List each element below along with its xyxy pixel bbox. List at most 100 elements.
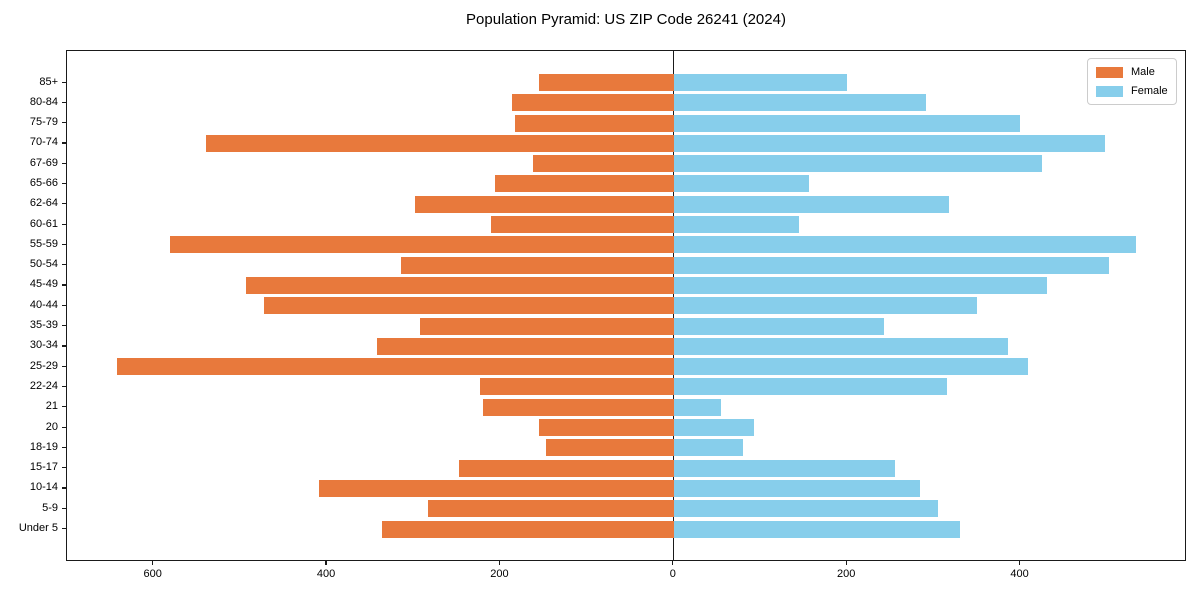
- y-tick-label: 50-54: [29, 258, 58, 271]
- y-tick-mark: [62, 446, 66, 448]
- y-tick-label: 20: [45, 420, 58, 433]
- bar-male-10-14: [319, 479, 674, 497]
- bar-female-60-61: [673, 216, 799, 234]
- bar-male-60-61: [490, 216, 674, 234]
- y-tick-label: 22-24: [29, 379, 58, 392]
- y-tick-mark: [62, 142, 66, 144]
- bar-male-15-17: [458, 459, 674, 477]
- x-tick-label: 600: [143, 568, 162, 580]
- y-tick-mark: [62, 223, 66, 225]
- bar-male-75-79: [515, 114, 674, 132]
- x-tick-label: 200: [490, 568, 509, 580]
- bar-female-62-64: [673, 195, 950, 213]
- y-tick-mark: [62, 385, 66, 388]
- x-tick-mark: [672, 561, 674, 565]
- x-tick-label: 400: [316, 568, 336, 580]
- x-tick-mark: [325, 561, 327, 565]
- bar-male-45-49: [246, 276, 674, 294]
- y-tick-mark: [62, 182, 66, 185]
- y-tick-label: 10-14: [29, 481, 58, 494]
- y-tick-mark: [62, 81, 66, 83]
- y-tick-mark: [62, 365, 66, 367]
- legend: Male Female: [1087, 58, 1177, 105]
- y-tick-label: 62-64: [29, 197, 58, 210]
- bar-male-22-24: [480, 378, 674, 396]
- bar-male-5-9: [428, 500, 674, 518]
- bar-male-40-44: [263, 297, 674, 315]
- y-tick-mark: [62, 345, 66, 347]
- y-tick-mark: [62, 528, 66, 530]
- bar-male-35-39: [419, 317, 674, 335]
- y-tick-mark: [62, 264, 66, 266]
- bar-female-67-69: [673, 155, 1043, 173]
- bar-female-65-66: [673, 175, 810, 193]
- bar-male-85+: [539, 74, 674, 91]
- bar-male-25-29: [117, 358, 674, 376]
- bar-female-75-79: [673, 114, 1020, 132]
- y-tick-mark: [62, 467, 66, 469]
- y-tick-label: 45-49: [29, 278, 58, 291]
- female-color-swatch: [1096, 85, 1123, 97]
- bar-female-50-54: [673, 256, 1109, 274]
- y-tick-mark: [62, 487, 66, 489]
- bar-female-10-14: [673, 479, 920, 497]
- bar-female-70-74: [673, 134, 1106, 152]
- y-tick-label: Under 5: [18, 522, 58, 534]
- bar-male-20: [539, 419, 674, 437]
- y-tick-label: 30-34: [29, 339, 58, 352]
- bar-female-80-84: [673, 94, 927, 112]
- y-tick-label: 80-84: [29, 95, 58, 108]
- y-tick-mark: [62, 325, 66, 327]
- y-tick-mark: [62, 304, 66, 306]
- bar-female-15-17: [673, 459, 895, 477]
- bar-female-21: [673, 398, 722, 416]
- bar-female-Under 5: [673, 520, 960, 538]
- bar-female-40-44: [673, 297, 978, 315]
- x-tick-label: 400: [1010, 568, 1029, 580]
- bar-female-18-19: [673, 439, 744, 457]
- bar-male-55-59: [170, 236, 674, 254]
- y-tick-mark: [62, 284, 66, 286]
- legend-item-male: Male: [1096, 66, 1168, 78]
- bar-male-80-84: [511, 94, 674, 112]
- legend-label-female: Female: [1131, 85, 1168, 97]
- x-tick-label: 0: [669, 568, 676, 580]
- legend-item-female: Female: [1096, 85, 1168, 97]
- bar-male-30-34: [377, 337, 674, 355]
- y-tick-mark: [62, 203, 66, 205]
- y-tick-label: 65-66: [29, 176, 58, 189]
- y-tick-mark: [62, 162, 66, 164]
- y-tick-label: 5-9: [42, 501, 58, 514]
- y-tick-label: 40-44: [29, 298, 58, 311]
- y-tick-mark: [62, 426, 66, 428]
- bar-female-35-39: [673, 317, 884, 335]
- bar-female-20: [673, 419, 754, 437]
- y-tick-mark: [62, 243, 66, 246]
- y-tick-mark: [62, 406, 66, 408]
- x-tick-mark: [845, 561, 847, 565]
- y-tick-label: 25-29: [29, 359, 58, 372]
- bar-male-65-66: [495, 175, 674, 193]
- bar-male-67-69: [532, 155, 674, 173]
- legend-label-male: Male: [1131, 66, 1155, 78]
- bar-male-21: [483, 398, 674, 416]
- y-tick-label: 85+: [39, 75, 58, 88]
- y-tick-label: 70-74: [29, 136, 58, 149]
- x-tick-mark: [152, 561, 154, 565]
- y-tick-label: 35-39: [29, 319, 58, 332]
- bar-male-Under 5: [381, 520, 674, 538]
- y-tick-label: 55-59: [29, 237, 58, 250]
- chart-title: Population Pyramid: US ZIP Code 26241 (2…: [466, 11, 786, 28]
- y-tick-mark: [62, 122, 66, 124]
- x-tick-mark: [1018, 561, 1021, 565]
- bar-female-25-29: [673, 358, 1029, 376]
- bar-female-22-24: [673, 378, 947, 396]
- y-tick-label: 21: [45, 400, 58, 413]
- bar-female-45-49: [673, 276, 1047, 294]
- bar-male-70-74: [205, 134, 674, 152]
- bar-female-85+: [673, 74, 848, 91]
- bar-female-5-9: [673, 500, 939, 518]
- y-tick-label: 75-79: [29, 116, 58, 129]
- bar-female-55-59: [673, 236, 1136, 254]
